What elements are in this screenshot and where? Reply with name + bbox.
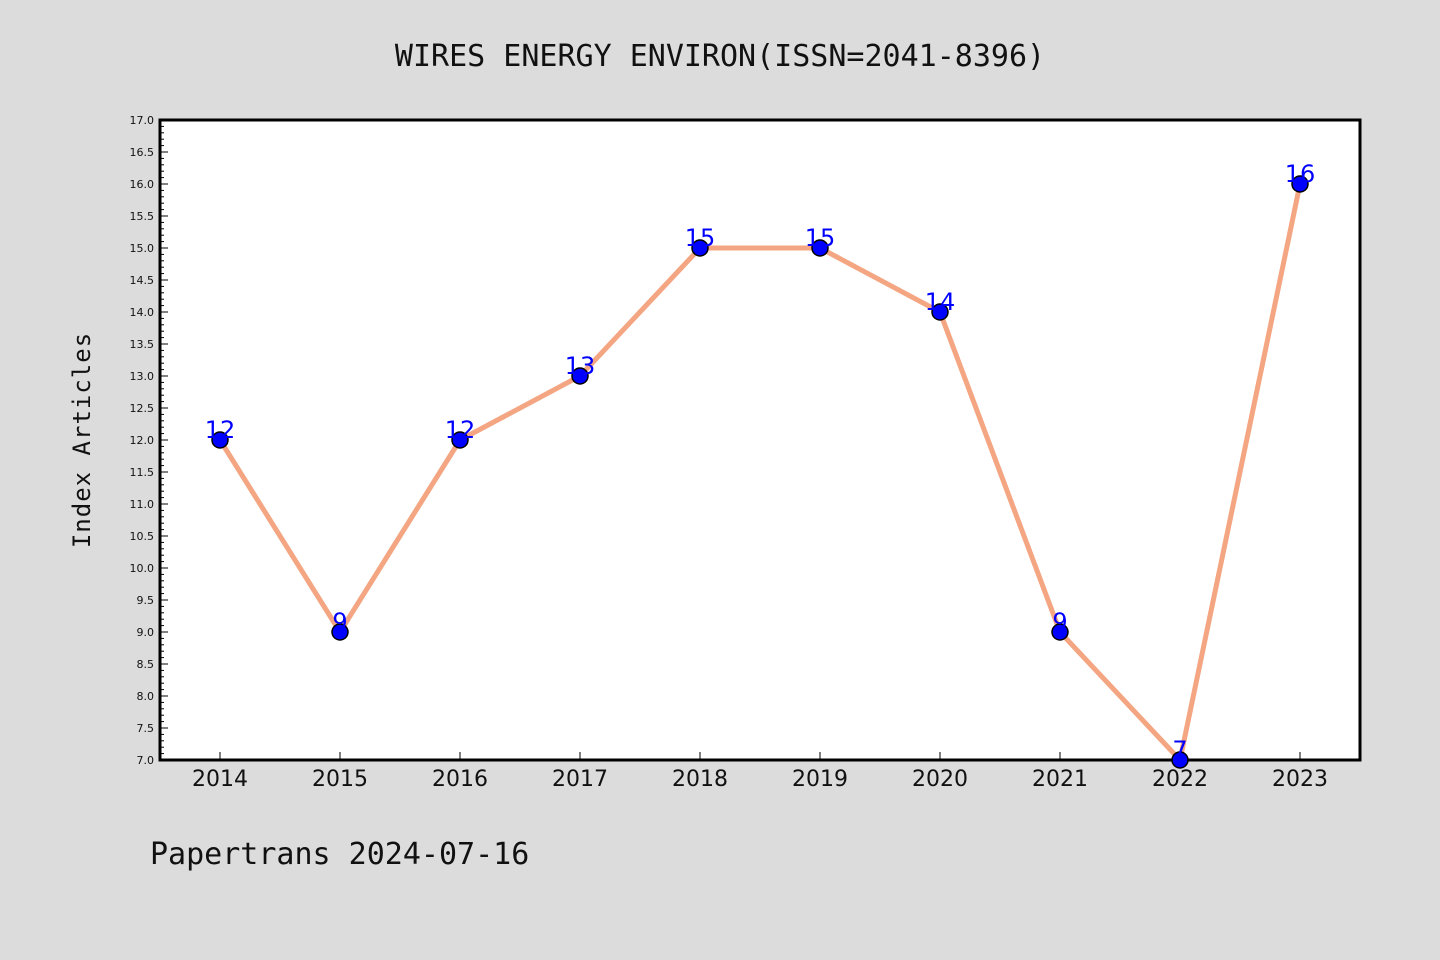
x-tick-label: 2020 bbox=[912, 767, 968, 792]
y-tick-label: 8.5 bbox=[137, 658, 155, 671]
y-tick-label: 11.5 bbox=[130, 466, 155, 479]
x-tick-label: 2016 bbox=[432, 767, 488, 792]
y-tick-label: 11.0 bbox=[130, 498, 155, 511]
data-label: 7 bbox=[1172, 736, 1187, 764]
data-label: 12 bbox=[445, 416, 476, 444]
x-tick-label: 2021 bbox=[1032, 767, 1088, 792]
chart-title: WIRES ENERGY ENVIRON(ISSN=2041-8396) bbox=[395, 39, 1045, 74]
y-tick-label: 9.5 bbox=[137, 594, 155, 607]
y-tick-label: 7.5 bbox=[137, 722, 155, 735]
data-point bbox=[931, 303, 949, 321]
data-label: 9 bbox=[332, 608, 347, 636]
y-tick-label: 12.5 bbox=[130, 402, 155, 415]
data-point bbox=[691, 239, 709, 257]
y-tick-label: 14.0 bbox=[130, 306, 155, 319]
x-tick-label: 2023 bbox=[1272, 767, 1328, 792]
x-tick-label: 2015 bbox=[312, 767, 368, 792]
data-label: 14 bbox=[925, 288, 956, 316]
data-point bbox=[211, 431, 229, 449]
data-label: 13 bbox=[565, 352, 596, 380]
y-tick-label: 16.0 bbox=[130, 178, 155, 191]
data-point bbox=[811, 239, 829, 257]
y-axis: 7.0 7.5 8.0 8.5 9.0 9.5 10.0 10.5 11.0 11.5 12.0 12… bbox=[130, 114, 168, 767]
y-tick-label: 12.0 bbox=[130, 434, 155, 447]
y-tick-label: 17.0 bbox=[130, 114, 155, 127]
data-point bbox=[1051, 623, 1069, 641]
plot-area bbox=[158, 118, 1362, 762]
x-tick-label: 2022 bbox=[1152, 767, 1208, 792]
y-tick-label: 13.5 bbox=[130, 338, 155, 351]
series-line bbox=[217, 183, 1303, 763]
data-point bbox=[331, 623, 349, 641]
data-point bbox=[1171, 751, 1189, 769]
x-tick-label: 2014 bbox=[192, 767, 248, 792]
x-axis: 2014 2015 2016 2017 2018 2019 2020 2021 2022 2023 bbox=[192, 752, 1328, 792]
y-tick-label: 9.0 bbox=[137, 626, 155, 639]
y-tick-label: 10.5 bbox=[130, 530, 155, 543]
data-label: 16 bbox=[1285, 160, 1316, 188]
y-tick-label: 13.0 bbox=[130, 370, 155, 383]
y-tick-label: 10.0 bbox=[130, 562, 155, 575]
y-tick-label: 7.0 bbox=[137, 754, 155, 767]
footer-text: Papertrans 2024-07-16 bbox=[150, 837, 529, 872]
series-group: 12 9 12 13 15 15 14 9 7 16 bbox=[205, 160, 1316, 769]
y-axis-label: Index Articles bbox=[68, 332, 96, 548]
data-label: 15 bbox=[685, 224, 716, 252]
y-tick-label: 14.5 bbox=[130, 274, 155, 287]
data-label: 12 bbox=[205, 416, 236, 444]
data-label: 9 bbox=[1052, 608, 1067, 636]
y-tick-label: 15.0 bbox=[130, 242, 155, 255]
y-tick-label: 16.5 bbox=[130, 146, 155, 159]
y-tick-label: 15.5 bbox=[130, 210, 155, 223]
data-label: 15 bbox=[805, 224, 836, 252]
y-tick-label: 8.0 bbox=[137, 690, 155, 703]
x-tick-label: 2017 bbox=[552, 767, 608, 792]
data-point bbox=[571, 367, 589, 385]
x-tick-label: 2019 bbox=[792, 767, 848, 792]
x-tick-label: 2018 bbox=[672, 767, 728, 792]
data-point bbox=[1291, 175, 1309, 193]
data-point bbox=[451, 431, 469, 449]
